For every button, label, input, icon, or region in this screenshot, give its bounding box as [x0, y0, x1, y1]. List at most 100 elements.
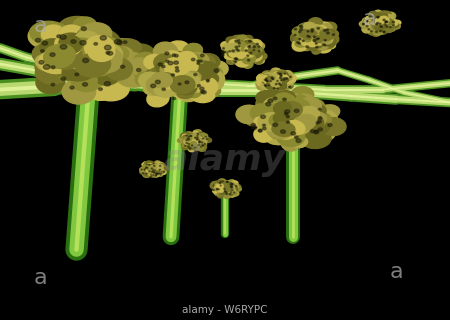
Circle shape	[275, 84, 277, 85]
Ellipse shape	[228, 38, 237, 44]
Ellipse shape	[210, 183, 218, 188]
Circle shape	[151, 84, 156, 88]
Circle shape	[197, 60, 200, 62]
Ellipse shape	[152, 172, 157, 175]
Circle shape	[153, 170, 154, 171]
Ellipse shape	[224, 193, 230, 197]
Ellipse shape	[311, 41, 322, 49]
Ellipse shape	[81, 36, 102, 51]
Ellipse shape	[107, 59, 130, 76]
Ellipse shape	[187, 143, 194, 148]
Ellipse shape	[187, 134, 193, 139]
Ellipse shape	[154, 169, 161, 173]
Circle shape	[232, 184, 233, 185]
Ellipse shape	[266, 122, 286, 134]
Ellipse shape	[152, 165, 158, 170]
Circle shape	[380, 26, 382, 27]
Ellipse shape	[68, 33, 91, 51]
Ellipse shape	[376, 24, 385, 30]
Ellipse shape	[190, 82, 207, 96]
Ellipse shape	[150, 170, 154, 173]
Ellipse shape	[231, 184, 239, 188]
Ellipse shape	[144, 82, 163, 95]
Ellipse shape	[233, 44, 242, 51]
Ellipse shape	[114, 41, 137, 60]
Circle shape	[185, 81, 189, 84]
Ellipse shape	[216, 184, 224, 189]
Ellipse shape	[69, 34, 104, 58]
Ellipse shape	[186, 138, 193, 144]
Ellipse shape	[40, 39, 64, 56]
Circle shape	[258, 129, 262, 132]
Ellipse shape	[156, 170, 162, 174]
Ellipse shape	[59, 57, 86, 76]
Circle shape	[368, 29, 369, 30]
Ellipse shape	[204, 138, 211, 142]
Ellipse shape	[156, 74, 177, 89]
Ellipse shape	[242, 46, 252, 52]
Ellipse shape	[89, 43, 122, 65]
Ellipse shape	[185, 141, 192, 147]
Ellipse shape	[198, 140, 204, 145]
Ellipse shape	[360, 21, 371, 28]
Circle shape	[136, 68, 141, 72]
Ellipse shape	[192, 139, 199, 145]
Ellipse shape	[316, 34, 326, 42]
Circle shape	[252, 126, 257, 130]
Circle shape	[217, 189, 218, 190]
Ellipse shape	[368, 22, 379, 30]
Ellipse shape	[243, 60, 253, 68]
Circle shape	[220, 183, 221, 184]
Circle shape	[57, 35, 61, 38]
Ellipse shape	[194, 130, 200, 135]
Ellipse shape	[261, 76, 269, 81]
Ellipse shape	[198, 139, 204, 144]
Ellipse shape	[258, 74, 267, 80]
Ellipse shape	[28, 25, 61, 48]
Ellipse shape	[313, 31, 322, 37]
Ellipse shape	[292, 95, 307, 107]
Circle shape	[146, 167, 147, 168]
Ellipse shape	[146, 169, 151, 172]
Ellipse shape	[255, 81, 264, 88]
Ellipse shape	[307, 39, 318, 47]
Ellipse shape	[278, 75, 287, 82]
Ellipse shape	[368, 23, 376, 29]
Ellipse shape	[185, 136, 191, 140]
Circle shape	[314, 130, 319, 134]
Circle shape	[206, 139, 207, 140]
Ellipse shape	[302, 130, 331, 148]
Ellipse shape	[377, 21, 387, 29]
Ellipse shape	[284, 76, 294, 83]
Ellipse shape	[62, 79, 96, 104]
Ellipse shape	[375, 18, 385, 24]
Ellipse shape	[86, 30, 117, 51]
Ellipse shape	[270, 75, 277, 80]
Circle shape	[168, 61, 173, 65]
Circle shape	[186, 142, 187, 143]
Ellipse shape	[265, 127, 294, 145]
Ellipse shape	[232, 54, 241, 61]
Circle shape	[60, 44, 67, 49]
Ellipse shape	[262, 75, 270, 80]
Circle shape	[258, 51, 260, 52]
Ellipse shape	[162, 63, 180, 76]
Ellipse shape	[154, 81, 178, 97]
Ellipse shape	[81, 50, 104, 68]
Ellipse shape	[371, 20, 377, 25]
Ellipse shape	[186, 86, 202, 98]
Circle shape	[309, 36, 310, 37]
Ellipse shape	[369, 18, 378, 24]
Ellipse shape	[225, 181, 232, 185]
Ellipse shape	[150, 168, 158, 173]
Ellipse shape	[222, 44, 236, 52]
Ellipse shape	[119, 48, 153, 72]
Ellipse shape	[156, 65, 177, 81]
Circle shape	[238, 46, 240, 47]
Ellipse shape	[278, 117, 300, 134]
Ellipse shape	[194, 62, 218, 78]
Ellipse shape	[228, 185, 235, 190]
Ellipse shape	[158, 168, 162, 172]
Ellipse shape	[291, 123, 309, 135]
Ellipse shape	[198, 138, 207, 144]
